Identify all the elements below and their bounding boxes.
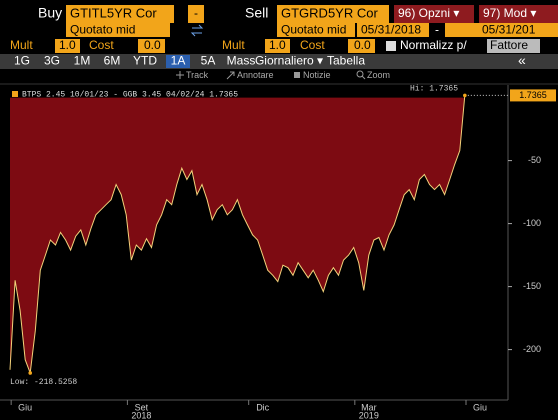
tab[interactable]: 3G [44,54,60,68]
annotate-icon [226,71,235,80]
buy-price-type[interactable]: Quotato mid [70,23,135,37]
tab-bar [0,54,558,69]
last-point [463,93,467,98]
swap-icon[interactable] [190,24,204,37]
sell-price-box[interactable] [277,23,355,37]
buy-cost[interactable]: 0.0 [144,38,161,52]
normalize-box[interactable] [487,39,540,53]
tool[interactable]: Track [186,70,209,80]
tab[interactable]: Mass [227,54,256,68]
tool[interactable]: Zoom [367,70,390,80]
end-date-box[interactable] [445,23,558,37]
sell-price-type[interactable]: Quotato mid [281,23,346,37]
normalize-label: Normalizz p/ [400,38,467,52]
track-icon [176,71,184,79]
end-date[interactable]: 05/31/201 [482,23,536,37]
options-button[interactable] [394,5,474,23]
minus[interactable]: - [194,6,198,20]
legend-entry: BTPS 2.45 10/01/23 - GGB 3.45 04/02/24 1… [22,91,238,100]
tab[interactable]: Tabella [327,54,365,68]
minus-box[interactable] [188,5,204,23]
buy-security[interactable]: GTITL5YR Cor [70,5,157,20]
tool[interactable]: Notizie [303,70,331,80]
buy-cost-label: Cost [89,38,114,52]
line [9,95,466,374]
sell-cost[interactable]: 0.0 [354,38,371,52]
buy-mult-label: Mult [10,38,33,52]
sell-cost-box[interactable] [348,39,375,53]
date-separator: - [435,23,439,37]
mode-button[interactable] [479,5,558,23]
tab[interactable]: YTD [133,54,157,68]
x-tick-label: Set [135,402,149,412]
y-tick-label: -150 [523,281,541,291]
start-date-box[interactable] [357,23,429,37]
buy-mult[interactable]: 1.0 [59,38,76,52]
sell-mult-box[interactable] [265,39,290,53]
mode[interactable]: 97) Mod ▾ [483,6,536,20]
sell-mult-label: Mult [222,38,245,52]
last-value-box [510,89,556,102]
year-label: 2019 [359,410,379,420]
tool[interactable]: Annotare [237,70,274,80]
buy-cost-box[interactable] [138,39,165,53]
x-tick-label: Giu [473,402,487,412]
last-value: 1.7365 [519,90,547,100]
zoom-icon-handle [361,75,366,80]
y-tick-label: -200 [523,344,541,354]
hi-label: Hi: 1.7365 [410,85,458,94]
normalize-value[interactable]: Fattore [490,38,528,52]
tab[interactable]: 1M [74,54,91,68]
sell-security-box[interactable] [277,5,389,23]
options[interactable]: 96) Opzni ▾ [398,6,459,20]
year-label: 2018 [131,410,151,420]
buy-label: Buy [38,5,62,21]
normalize-checkbox[interactable] [386,41,396,51]
x-tick-label: Dic [256,402,269,412]
area [10,95,465,373]
sell-cost-label: Cost [300,38,325,52]
start-date[interactable]: 05/31/2018 [361,23,421,37]
zoom-icon [356,70,364,78]
tab[interactable]: 1G [14,54,30,68]
collapse[interactable]: « [518,52,526,68]
buy-mult-box[interactable] [55,39,80,53]
legend-swatch [12,91,18,97]
sell-security[interactable]: GTGRD5YR Cor [281,5,378,20]
tab[interactable]: 6M [104,54,121,68]
sell-label: Sell [245,5,268,21]
tab[interactable]: 1A [171,54,186,68]
tab[interactable]: Giornaliero ▾ [255,54,323,68]
low-label: Low: -218.5258 [10,378,77,387]
x-tick-label: Giu [18,402,32,412]
sell-mult[interactable]: 1.0 [269,38,286,52]
buy-security-box[interactable] [66,5,174,23]
news-icon [294,72,300,78]
x-tick-label: Mar [361,402,377,412]
y-tick-label: -50 [528,155,541,165]
y-tick-label: -100 [523,218,541,228]
tab[interactable]: 5A [201,54,216,68]
active-tab [166,55,190,68]
buy-price-box[interactable] [66,23,170,37]
low-point [28,371,33,375]
